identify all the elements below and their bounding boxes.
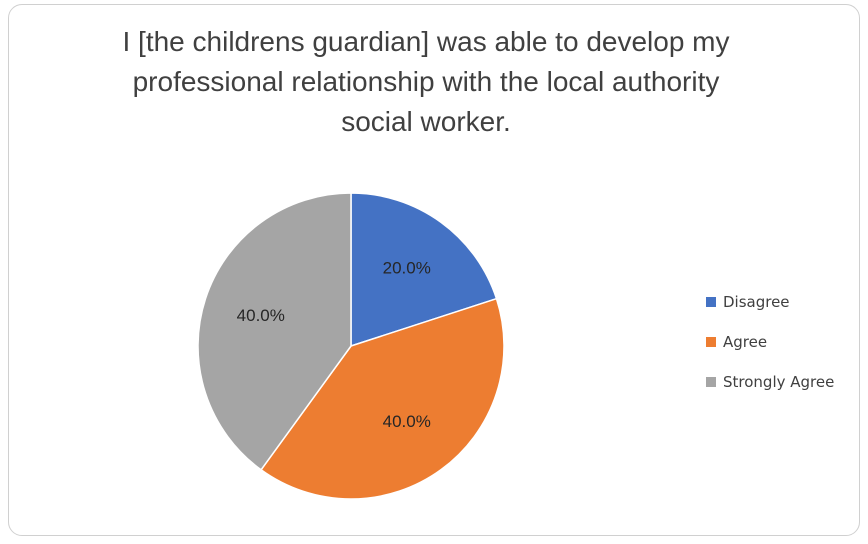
chart-title-line-3: social worker. [341, 106, 511, 137]
legend-swatch-disagree [706, 297, 716, 307]
legend-swatch-agree [706, 337, 716, 347]
chart-title: I [the childrens guardian] was able to d… [40, 22, 812, 142]
legend-item-strongly-agree: Strongly Agree [706, 372, 834, 392]
legend-label-agree: Agree [723, 333, 768, 351]
legend-item-agree: Agree [706, 332, 834, 352]
pie-slice-strongly-agree [197, 192, 352, 471]
slice-label-strongly-agree: 40.0% [237, 306, 285, 325]
legend-label-strongly-agree: Strongly Agree [723, 373, 835, 391]
slice-label-agree: 40.0% [383, 412, 431, 431]
pie-slice-agree [260, 297, 505, 500]
slice-label-disagree: 20.0% [383, 259, 431, 278]
chart-title-line-2: professional relationship with the local… [132, 66, 720, 97]
legend-label-disagree: Disagree [723, 293, 790, 311]
legend: Disagree Agree Strongly Agree [706, 292, 834, 412]
legend-swatch-strongly-agree [706, 377, 716, 387]
pie-slice-disagree [350, 192, 498, 348]
chart-title-line-1: I [the childrens guardian] was able to d… [122, 26, 730, 57]
legend-item-disagree: Disagree [706, 292, 834, 312]
